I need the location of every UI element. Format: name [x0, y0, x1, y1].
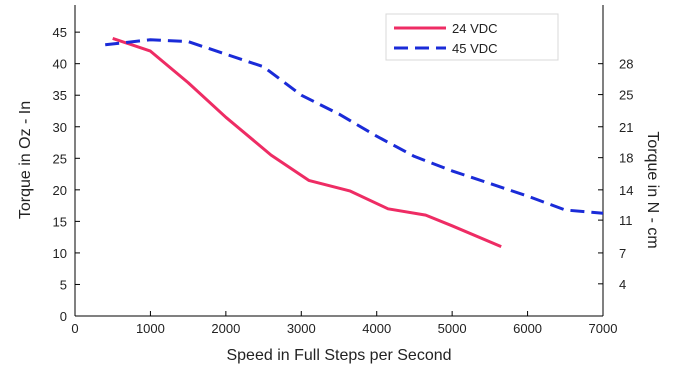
x-axis-ticks: 0 1000 2000 3000 4000 5000 6000 7000: [71, 311, 617, 336]
y-axis-label: Torque in Oz - In: [17, 101, 34, 219]
x-tick-label: 7000: [589, 321, 618, 336]
legend-label-24vdc: 24 VDC: [452, 21, 498, 36]
y-tick-label: 30: [53, 120, 67, 135]
y2-tick-label: 11: [619, 213, 633, 228]
x-tick-label: 5000: [438, 321, 467, 336]
x-tick-label: 6000: [513, 321, 542, 336]
y2-tick-label: 25: [619, 88, 633, 103]
x-tick-label: 1000: [136, 321, 165, 336]
plot-frame: [74, 5, 604, 317]
y2-tick-label: 14: [619, 183, 633, 198]
y-tick-label: 10: [53, 246, 67, 261]
x-tick-label: 0: [71, 321, 78, 336]
x-axis-label: Speed in Full Steps per Second: [226, 347, 451, 364]
y-tick-label: 40: [53, 57, 67, 72]
legend: 24 VDC 45 VDC: [385, 13, 559, 61]
y-tick-label: 0: [60, 309, 67, 324]
y-tick-label: 15: [53, 214, 67, 229]
series-layer: [105, 36, 604, 248]
y-tick-label: 25: [53, 151, 67, 166]
x-tick-label: 4000: [362, 321, 391, 336]
y2-tick-label: 18: [619, 151, 633, 166]
y2-tick-label: 7: [619, 246, 626, 261]
y2-tick-label: 28: [619, 57, 633, 72]
x-tick-label: 2000: [211, 321, 240, 336]
y2-axis-ticks: 4 7 11 14 18 21 25 28: [598, 57, 633, 292]
legend-box: [385, 13, 559, 61]
series-line-45vdc: [105, 38, 604, 215]
y-axis-ticks: 0 5 10 15 20 25 30 35 40 45: [53, 25, 80, 324]
y2-axis-label: Torque in N - cm: [644, 131, 661, 248]
y2-tick-label: 21: [619, 120, 633, 135]
y-tick-label: 5: [60, 277, 67, 292]
x-tick-label: 3000: [287, 321, 316, 336]
y-tick-label: 35: [53, 88, 67, 103]
series-line-24vdc: [112, 36, 502, 248]
y2-tick-label: 4: [619, 277, 626, 292]
y-tick-label: 20: [53, 183, 67, 198]
y-tick-label: 45: [53, 25, 67, 40]
legend-label-45vdc: 45 VDC: [452, 41, 498, 56]
